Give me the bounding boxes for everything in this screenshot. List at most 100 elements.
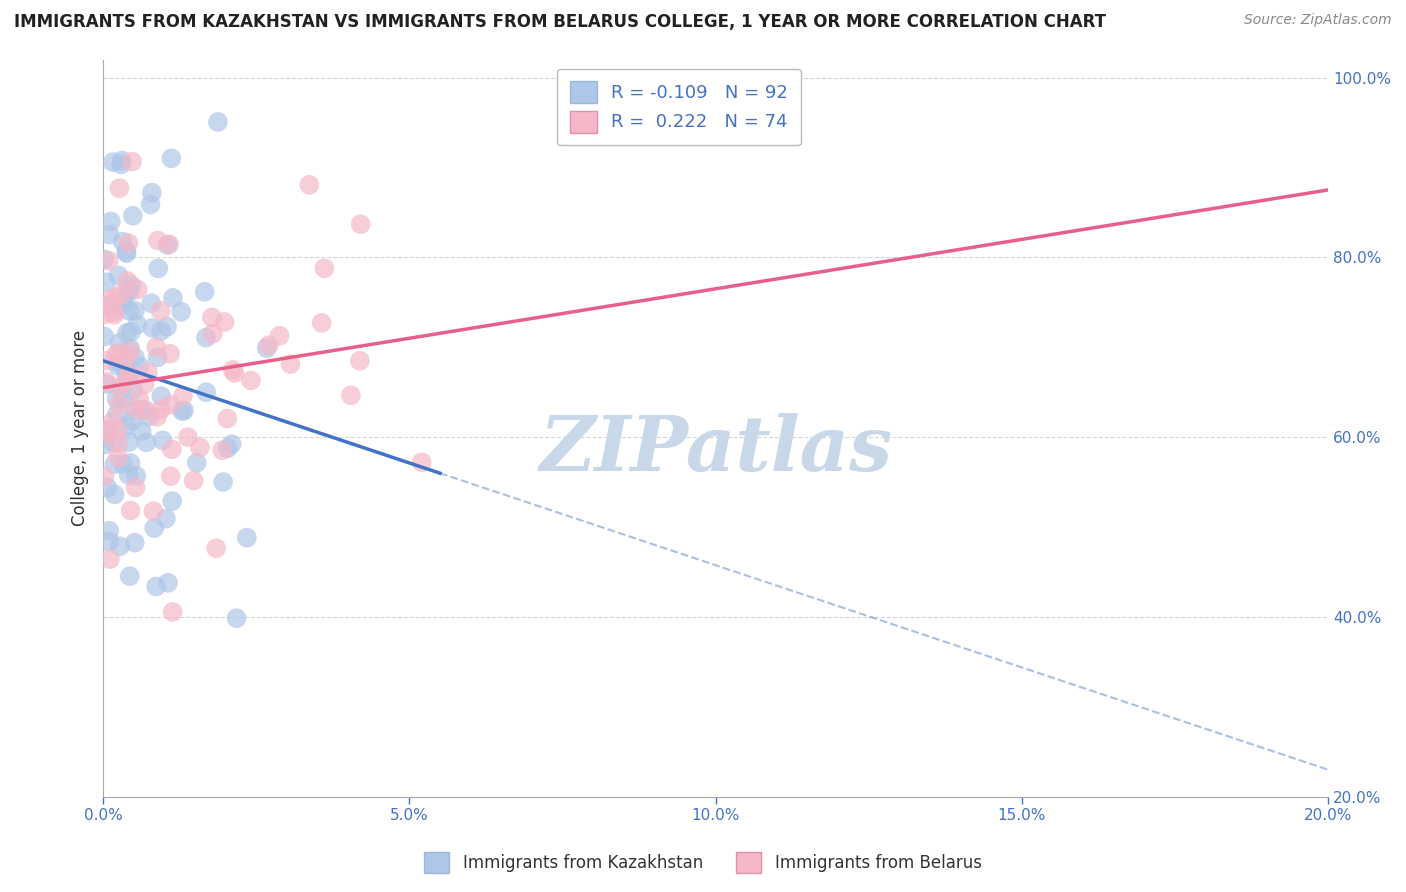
Point <box>120 325 142 339</box>
Point <box>201 326 224 341</box>
Point <box>145 580 167 594</box>
Point <box>108 299 131 313</box>
Point <box>217 411 239 425</box>
Point <box>256 341 278 355</box>
Point <box>146 351 169 365</box>
Point <box>108 398 131 412</box>
Point <box>269 328 291 343</box>
Point <box>110 287 132 301</box>
Point <box>108 181 131 195</box>
Point <box>172 404 194 418</box>
Point <box>170 305 193 319</box>
Point <box>127 282 149 296</box>
Point <box>98 552 121 566</box>
Point <box>93 469 115 483</box>
Point <box>104 291 127 305</box>
Point <box>411 455 433 469</box>
Point <box>239 374 262 388</box>
Point <box>103 434 125 449</box>
Point <box>127 318 149 332</box>
Point <box>105 407 128 421</box>
Point <box>124 351 146 365</box>
Point <box>100 298 122 312</box>
Legend: Immigrants from Kazakhstan, Immigrants from Belarus: Immigrants from Kazakhstan, Immigrants f… <box>418 846 988 880</box>
Point <box>103 308 125 322</box>
Point <box>142 504 165 518</box>
Point <box>207 115 229 129</box>
Point <box>212 475 235 489</box>
Point <box>159 398 181 412</box>
Point <box>118 368 141 382</box>
Point <box>224 366 246 380</box>
Point <box>188 441 211 455</box>
Point <box>157 237 180 252</box>
Point <box>152 434 174 448</box>
Point <box>349 353 371 368</box>
Point <box>97 297 120 311</box>
Point <box>115 419 138 434</box>
Point <box>172 389 194 403</box>
Point <box>117 368 139 383</box>
Point <box>96 481 118 495</box>
Point <box>156 238 179 252</box>
Point <box>183 474 205 488</box>
Point <box>96 375 118 389</box>
Point <box>124 403 146 417</box>
Point <box>117 283 139 297</box>
Point <box>104 349 127 363</box>
Point <box>157 575 180 590</box>
Text: ZIPatlas: ZIPatlas <box>538 413 893 487</box>
Point <box>117 274 139 288</box>
Point <box>112 294 135 309</box>
Point <box>128 392 150 406</box>
Point <box>280 357 302 371</box>
Point <box>156 319 179 334</box>
Point <box>141 186 163 200</box>
Point <box>118 435 141 450</box>
Point <box>120 342 142 356</box>
Point <box>134 377 156 392</box>
Point <box>131 402 153 417</box>
Point <box>94 437 117 451</box>
Point <box>98 227 121 242</box>
Point <box>139 197 162 211</box>
Point <box>124 535 146 549</box>
Point <box>150 389 173 403</box>
Point <box>105 392 128 406</box>
Point <box>135 435 157 450</box>
Text: IMMIGRANTS FROM KAZAKHSTAN VS IMMIGRANTS FROM BELARUS COLLEGE, 1 YEAR OR MORE CO: IMMIGRANTS FROM KAZAKHSTAN VS IMMIGRANTS… <box>14 13 1107 31</box>
Point <box>98 534 121 549</box>
Point <box>118 285 141 299</box>
Point <box>94 275 117 289</box>
Point <box>194 330 217 344</box>
Point <box>145 340 167 354</box>
Point <box>195 385 218 400</box>
Point <box>138 409 160 424</box>
Point <box>103 305 125 319</box>
Point <box>115 368 138 382</box>
Point <box>177 430 200 444</box>
Point <box>162 291 184 305</box>
Point <box>225 611 247 625</box>
Point <box>257 338 280 352</box>
Point <box>221 437 243 451</box>
Point <box>111 457 134 471</box>
Point <box>148 261 170 276</box>
Point <box>96 426 118 441</box>
Point <box>98 524 121 538</box>
Point <box>298 178 321 192</box>
Point <box>115 350 138 364</box>
Point <box>111 235 134 249</box>
Legend: R = -0.109   N = 92, R =  0.222   N = 74: R = -0.109 N = 92, R = 0.222 N = 74 <box>557 69 801 145</box>
Point <box>107 436 129 450</box>
Point <box>149 303 172 318</box>
Point <box>115 246 138 260</box>
Point <box>112 392 135 406</box>
Point <box>107 268 129 283</box>
Point <box>104 487 127 501</box>
Point <box>314 261 336 276</box>
Point <box>143 521 166 535</box>
Point <box>236 531 259 545</box>
Point <box>162 605 184 619</box>
Point <box>222 363 245 377</box>
